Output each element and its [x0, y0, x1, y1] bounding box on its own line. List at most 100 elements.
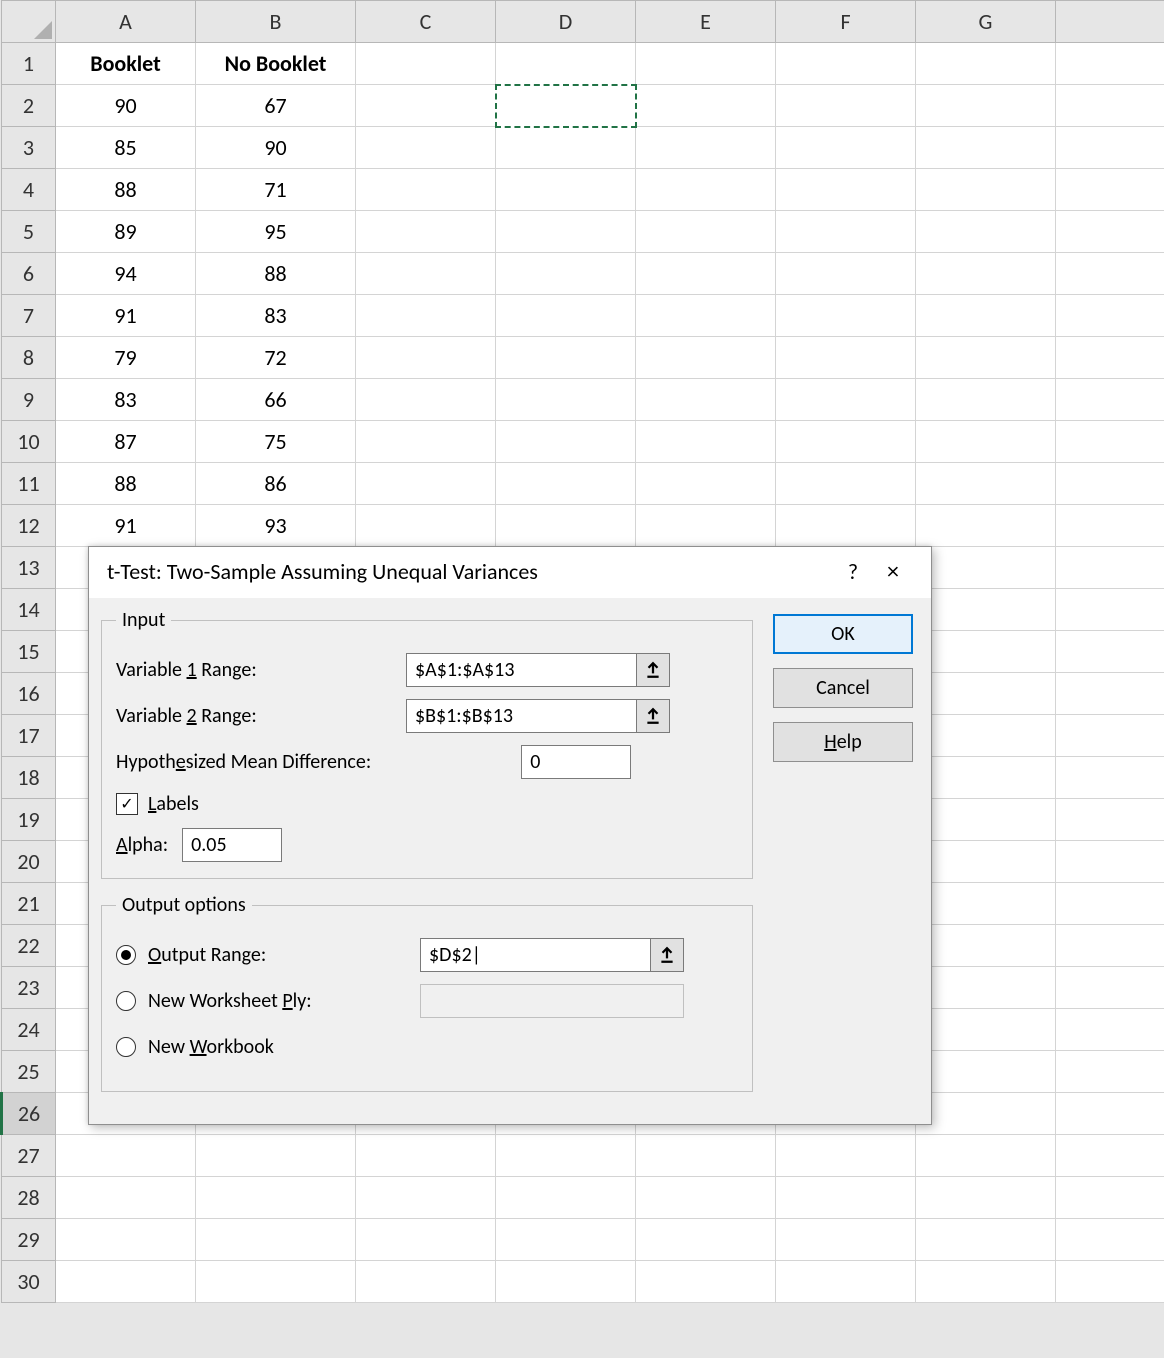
cell[interactable] [916, 85, 1056, 127]
cell-B10[interactable]: 75 [196, 421, 356, 463]
cell[interactable] [1056, 253, 1164, 295]
col-header-C[interactable]: C [356, 1, 496, 43]
cell-A5[interactable]: 89 [56, 211, 196, 253]
cell[interactable] [636, 127, 776, 169]
row-header-25[interactable]: 25 [2, 1051, 56, 1093]
row-header-22[interactable]: 22 [2, 925, 56, 967]
dialog-titlebar[interactable]: t-Test: Two-Sample Assuming Unequal Vari… [89, 547, 931, 598]
cell[interactable] [356, 379, 496, 421]
cell[interactable] [1056, 757, 1164, 799]
cell[interactable] [356, 1219, 496, 1261]
cell[interactable] [356, 169, 496, 211]
cell[interactable] [496, 169, 636, 211]
cell-B8[interactable]: 72 [196, 337, 356, 379]
cell[interactable] [1056, 85, 1164, 127]
cell[interactable] [636, 505, 776, 547]
cell-A11[interactable]: 88 [56, 463, 196, 505]
cell[interactable] [56, 1135, 196, 1177]
cell[interactable] [356, 505, 496, 547]
cell[interactable] [356, 127, 496, 169]
cell[interactable] [916, 883, 1056, 925]
cell[interactable] [56, 1219, 196, 1261]
row-header-11[interactable]: 11 [2, 463, 56, 505]
cell[interactable] [1056, 1177, 1164, 1219]
cell[interactable] [776, 505, 916, 547]
col-header-B[interactable]: B [196, 1, 356, 43]
cell[interactable] [496, 127, 636, 169]
col-header-E[interactable]: E [636, 1, 776, 43]
row-header-14[interactable]: 14 [2, 589, 56, 631]
cell[interactable] [776, 253, 916, 295]
cell[interactable] [1056, 673, 1164, 715]
cell[interactable] [776, 337, 916, 379]
cell[interactable] [916, 1135, 1056, 1177]
cell[interactable] [1056, 463, 1164, 505]
output-range-radio[interactable] [116, 945, 136, 965]
cell[interactable] [776, 295, 916, 337]
row-header-20[interactable]: 20 [2, 841, 56, 883]
col-header-extra[interactable] [1056, 1, 1164, 43]
cell[interactable] [776, 379, 916, 421]
cell[interactable] [636, 379, 776, 421]
cell[interactable] [916, 715, 1056, 757]
cell-D2-marquee[interactable] [496, 85, 636, 127]
cell[interactable] [916, 169, 1056, 211]
cell[interactable] [776, 1261, 916, 1303]
cell[interactable] [496, 1135, 636, 1177]
cell[interactable] [356, 43, 496, 85]
cell-B4[interactable]: 71 [196, 169, 356, 211]
cell[interactable] [56, 1261, 196, 1303]
cell[interactable] [636, 169, 776, 211]
cell[interactable] [356, 421, 496, 463]
row-header-23[interactable]: 23 [2, 967, 56, 1009]
cell[interactable] [776, 85, 916, 127]
cell[interactable] [1056, 337, 1164, 379]
cell[interactable] [1056, 883, 1164, 925]
cell[interactable] [916, 295, 1056, 337]
cell[interactable] [496, 43, 636, 85]
cell[interactable] [636, 421, 776, 463]
cell[interactable] [916, 673, 1056, 715]
cell[interactable] [496, 295, 636, 337]
row-header-21[interactable]: 21 [2, 883, 56, 925]
alpha-input[interactable] [182, 828, 282, 862]
cell[interactable] [636, 1177, 776, 1219]
cell[interactable] [916, 967, 1056, 1009]
cell-A8[interactable]: 79 [56, 337, 196, 379]
cell-B3[interactable]: 90 [196, 127, 356, 169]
cell-A6[interactable]: 94 [56, 253, 196, 295]
cell[interactable] [1056, 1135, 1164, 1177]
cell[interactable] [776, 127, 916, 169]
row-header-13[interactable]: 13 [2, 547, 56, 589]
cell[interactable] [776, 1135, 916, 1177]
cell[interactable] [1056, 841, 1164, 883]
row-header-29[interactable]: 29 [2, 1219, 56, 1261]
cell[interactable] [636, 211, 776, 253]
cell[interactable] [916, 505, 1056, 547]
cell[interactable] [916, 1093, 1056, 1135]
cell[interactable] [916, 43, 1056, 85]
cell[interactable] [636, 295, 776, 337]
cell[interactable] [1056, 589, 1164, 631]
cell-A1[interactable]: Booklet [56, 43, 196, 85]
cell[interactable] [916, 841, 1056, 883]
cell[interactable] [776, 43, 916, 85]
cell[interactable] [496, 253, 636, 295]
cell-B6[interactable]: 88 [196, 253, 356, 295]
cell[interactable] [356, 1261, 496, 1303]
row-header-9[interactable]: 9 [2, 379, 56, 421]
cell[interactable] [496, 505, 636, 547]
cell[interactable] [496, 1177, 636, 1219]
cell[interactable] [636, 43, 776, 85]
cell[interactable] [776, 1219, 916, 1261]
cell[interactable] [356, 337, 496, 379]
cell[interactable] [496, 463, 636, 505]
cell-A2[interactable]: 90 [56, 85, 196, 127]
cell[interactable] [496, 1261, 636, 1303]
cell[interactable] [356, 253, 496, 295]
row-header-10[interactable]: 10 [2, 421, 56, 463]
cell[interactable] [916, 757, 1056, 799]
cell-B11[interactable]: 86 [196, 463, 356, 505]
cell[interactable] [1056, 1093, 1164, 1135]
cell[interactable] [356, 295, 496, 337]
